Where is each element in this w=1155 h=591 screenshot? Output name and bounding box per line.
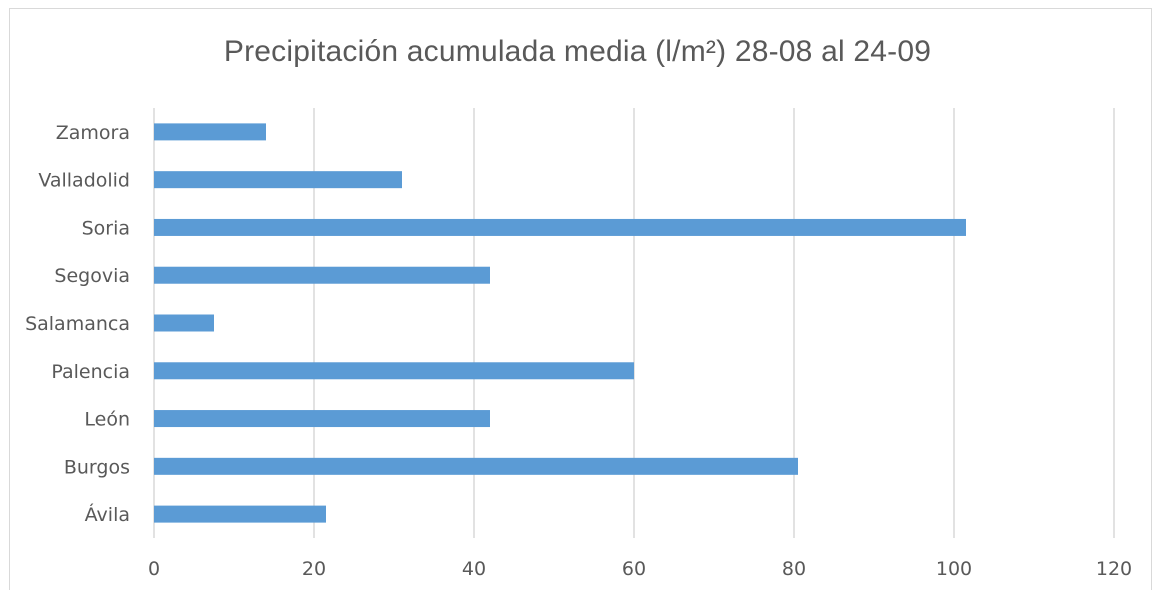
category-label-zamora: Zamora: [56, 122, 130, 144]
category-label-valladolid: Valladolid: [38, 170, 130, 192]
x-tick-label-80: 80: [782, 558, 806, 580]
bar-burgos: [154, 457, 798, 475]
x-tick-label-0: 0: [148, 558, 160, 580]
category-label-león: León: [84, 409, 130, 431]
bar-zamora: [154, 123, 266, 141]
category-label-soria: Soria: [82, 217, 130, 239]
x-axis-tick-labels: 0 20 40 60 80 100 120: [148, 558, 1132, 580]
bar-león: [154, 410, 490, 428]
x-tick-label-100: 100: [936, 558, 972, 580]
category-label-burgos: Burgos: [64, 456, 130, 478]
category-label-segovia: Segovia: [54, 265, 130, 287]
category-label-palencia: Palencia: [51, 361, 130, 383]
x-tick-label-60: 60: [622, 558, 646, 580]
bar-segovia: [154, 266, 490, 284]
category-label-salamanca: Salamanca: [25, 313, 130, 335]
chart-frame: [9, 8, 1152, 590]
bar-salamanca: [154, 314, 214, 332]
category-label-ávila: Ávila: [85, 503, 130, 526]
x-tick-label-20: 20: [302, 558, 326, 580]
bar-soria: [154, 218, 966, 236]
bar-ávila: [154, 505, 326, 523]
bar-valladolid: [154, 171, 402, 189]
bars: [154, 123, 966, 523]
category-labels: Ávila Burgos León Palencia Salamanca Segovia S…: [25, 122, 130, 526]
x-tick-label-120: 120: [1096, 558, 1132, 580]
chart-title: Precipitación acumulada media (l/m²) 28-…: [223, 35, 932, 68]
x-tick-label-40: 40: [462, 558, 486, 580]
bar-palencia: [154, 362, 634, 380]
